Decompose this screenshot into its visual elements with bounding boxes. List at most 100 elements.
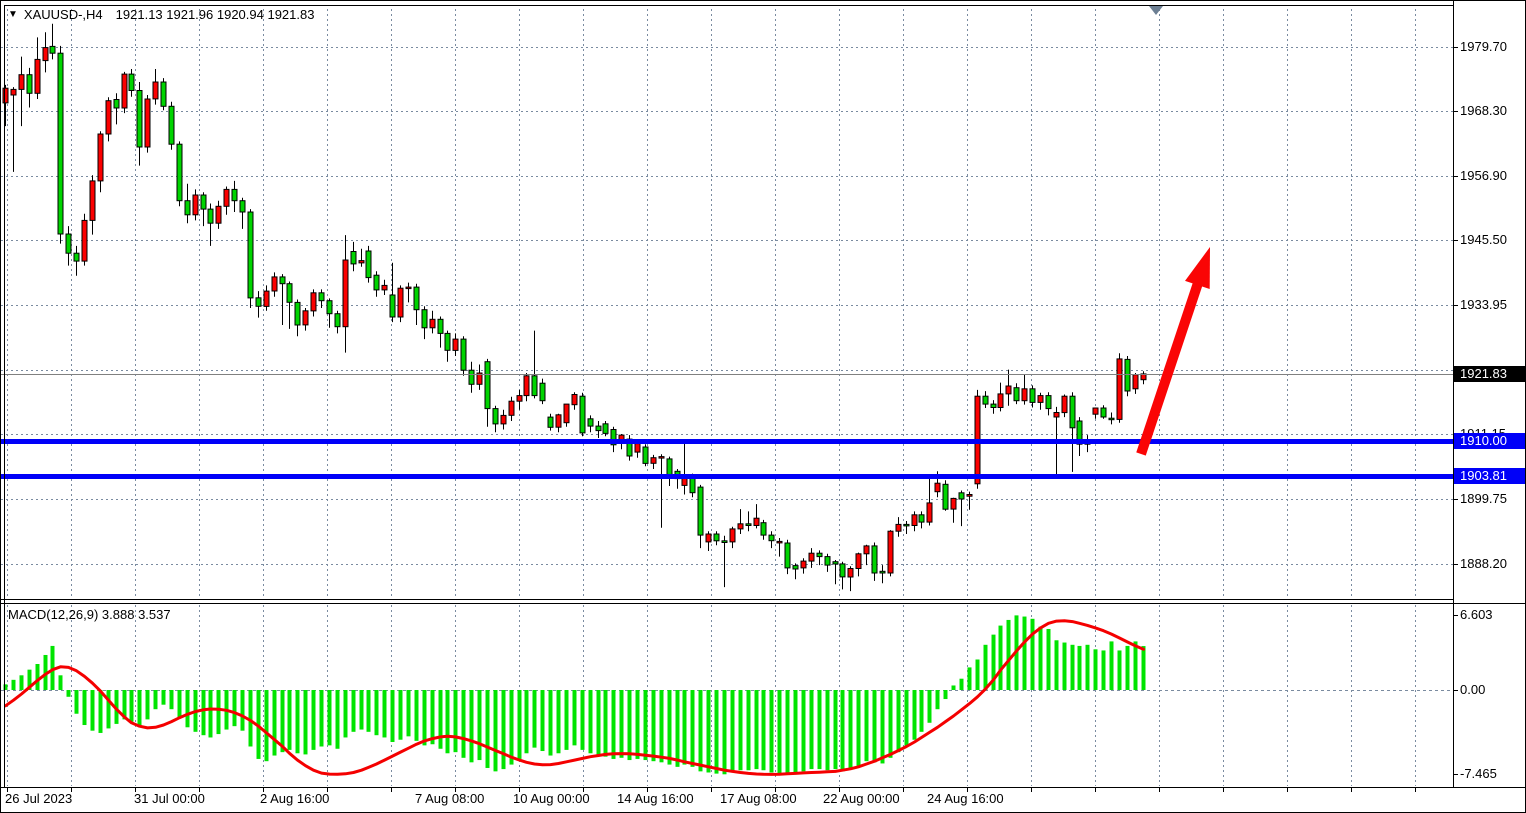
candle <box>571 392 578 410</box>
candle <box>128 69 135 97</box>
candle <box>184 183 191 224</box>
macd-histogram-bar <box>840 690 845 772</box>
candle <box>547 413 554 431</box>
candle-body <box>776 540 783 544</box>
macd-histogram-bar <box>1062 642 1067 690</box>
macd-histogram-bar <box>501 690 506 770</box>
time-axis-border <box>1 787 1525 788</box>
candle-body <box>610 429 617 446</box>
macd-histogram-bar <box>1141 646 1146 690</box>
candle <box>721 535 728 588</box>
candle-body <box>650 457 657 464</box>
candle-body <box>18 74 25 90</box>
candle-body <box>602 423 609 434</box>
candle <box>1108 412 1115 425</box>
macd-histogram-bar <box>919 690 924 732</box>
macd-histogram-bar <box>311 690 316 750</box>
candle <box>326 298 333 328</box>
symbol-dropdown-icon[interactable]: ▼ <box>8 9 18 20</box>
axis-divider-vertical[interactable] <box>1453 1 1454 787</box>
candle-body <box>152 81 159 100</box>
candle <box>602 421 609 437</box>
macd-histogram-bar <box>596 690 601 756</box>
candle-body <box>855 553 862 569</box>
candle <box>911 511 918 532</box>
candle-body <box>634 443 641 453</box>
time-axis-tick <box>71 788 72 792</box>
macd-histogram-bar <box>82 690 87 726</box>
pane-separator-lower[interactable] <box>1 603 1525 604</box>
candle <box>903 521 910 534</box>
candle <box>468 361 475 393</box>
candle <box>1132 373 1139 394</box>
axis-tick <box>1453 564 1458 565</box>
candle-body <box>1100 407 1107 418</box>
macd-tick-label: 6.603 <box>1460 607 1493 622</box>
candle-body <box>760 522 767 536</box>
candle <box>334 310 341 334</box>
macd-histogram-bar <box>485 690 490 768</box>
macd-histogram-bar <box>667 690 672 765</box>
candle-body <box>215 205 222 224</box>
candle-body <box>563 403 570 424</box>
macd-histogram-bar <box>1006 619 1011 690</box>
candle-body <box>523 375 530 397</box>
candle <box>681 443 688 495</box>
candle-body <box>642 446 649 464</box>
macd-histogram-bar <box>738 690 743 771</box>
candle-body <box>832 561 839 565</box>
macd-histogram-bar <box>438 690 443 749</box>
candle-body <box>990 403 997 409</box>
candle-body <box>982 395 989 405</box>
candle-body <box>737 523 744 530</box>
candle-body <box>1061 395 1068 414</box>
candle-body <box>381 284 388 291</box>
candle <box>239 197 246 229</box>
candle <box>626 435 633 461</box>
time-tick-label: 22 Aug 00:00 <box>823 791 900 806</box>
candle-body <box>160 81 167 107</box>
macd-histogram-bar <box>319 690 324 747</box>
pane-separator-upper[interactable] <box>1 599 1453 600</box>
macd-histogram-bar <box>524 690 529 754</box>
time-axis-tick <box>1287 788 1288 792</box>
macd-histogram-bar <box>864 690 869 762</box>
macd-histogram-bar <box>793 690 798 774</box>
axis-tick <box>1453 774 1458 775</box>
candle-body <box>26 74 33 94</box>
support-line[interactable] <box>1 439 1453 444</box>
candle <box>950 497 957 523</box>
candle <box>81 213 88 266</box>
macd-histogram-bar <box>635 690 640 759</box>
candle-body <box>934 482 941 493</box>
candle-body <box>405 286 412 290</box>
candle <box>1069 392 1076 472</box>
candle <box>871 542 878 581</box>
candle <box>800 558 807 574</box>
macd-histogram-bar <box>983 644 988 690</box>
candle-body <box>255 297 262 307</box>
candle <box>484 358 491 427</box>
macd-histogram-bar <box>185 690 190 728</box>
support-line[interactable] <box>1 474 1453 479</box>
candle <box>958 490 965 527</box>
candle <box>784 539 791 575</box>
time-tick-label: 10 Aug 00:00 <box>513 791 590 806</box>
chart-canvas[interactable] <box>1 1 1453 787</box>
macd-histogram-bar <box>880 690 885 764</box>
time-axis-tick <box>711 788 712 792</box>
trend-arrow-shaft[interactable] <box>1136 277 1204 456</box>
time-axis-tick <box>1351 788 1352 792</box>
candle <box>768 531 775 549</box>
candle-body <box>342 259 349 328</box>
candle <box>365 245 372 283</box>
chart-shift-marker-icon[interactable] <box>1149 6 1163 15</box>
candle <box>816 550 823 566</box>
support-price-badge: 1903.81 <box>1454 468 1525 484</box>
candle <box>1076 417 1083 456</box>
candle-body <box>531 375 538 397</box>
axis-tick <box>1453 176 1458 177</box>
trend-arrow-head[interactable] <box>1185 247 1210 290</box>
candle <box>832 560 839 585</box>
macd-histogram-bar <box>643 690 648 761</box>
